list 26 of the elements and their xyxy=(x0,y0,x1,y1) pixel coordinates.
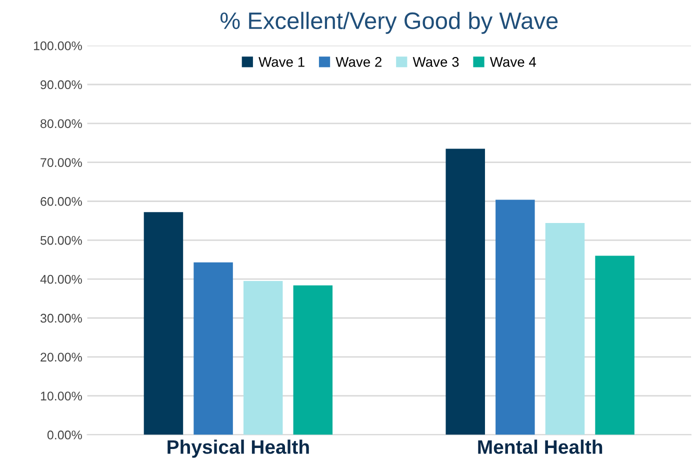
bar xyxy=(446,148,485,435)
legend-label: Wave 1 xyxy=(258,57,304,67)
bar xyxy=(496,200,535,435)
y-tick-label: 70.00% xyxy=(40,158,82,167)
legend-label: Wave 2 xyxy=(336,57,382,67)
y-tick-label: 20.00% xyxy=(40,352,82,362)
y-tick-label: 40.00% xyxy=(40,274,82,284)
legend-label: Wave 3 xyxy=(412,57,459,67)
y-tick-label: 0.00% xyxy=(47,430,82,440)
bar xyxy=(595,256,634,435)
y-tick-label: 10.00% xyxy=(40,392,82,400)
bar xyxy=(194,262,233,435)
bar xyxy=(545,223,585,435)
bar xyxy=(144,212,184,435)
y-tick-label: 60.00% xyxy=(40,197,82,206)
bar xyxy=(243,281,283,435)
y-tick-label: 80.00% xyxy=(40,119,82,128)
x-tick-label: Physical Health xyxy=(168,440,309,458)
bar xyxy=(293,285,333,435)
x-tick-label: Mental Health xyxy=(478,440,602,454)
legend-label: Wave 4 xyxy=(490,57,536,67)
y-tick-label: 100.00% xyxy=(34,41,82,50)
y-tick-label: 50.00% xyxy=(40,236,82,245)
chart-title: % Excellent/Very Good by Wave xyxy=(220,12,558,34)
y-tick-label: 30.00% xyxy=(40,314,82,323)
y-tick-label: 90.00% xyxy=(40,80,82,90)
